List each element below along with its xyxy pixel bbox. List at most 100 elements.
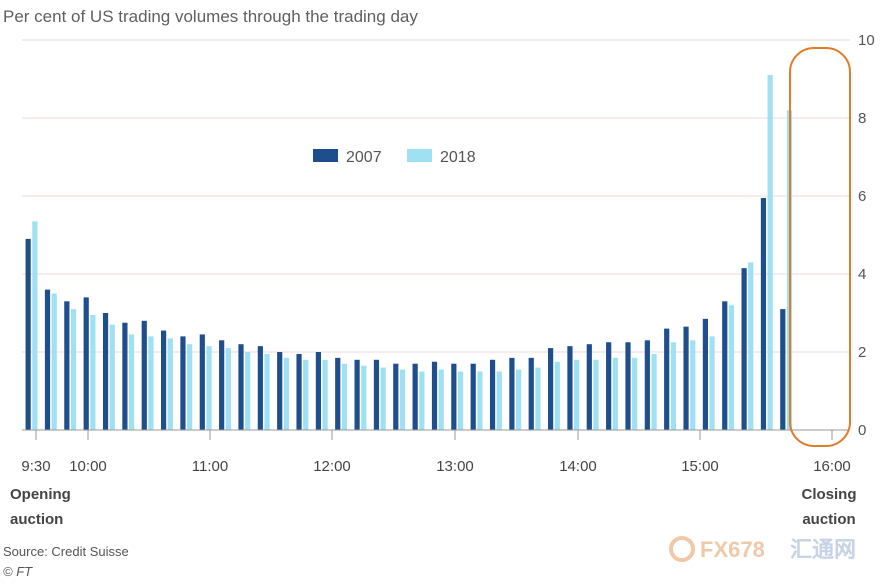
y-tick-label: 0: [858, 422, 866, 439]
bar-2018-5: [129, 334, 135, 430]
bar-2007-13: [277, 352, 283, 430]
y-tick-label: 2: [858, 344, 866, 361]
bar-2018-21: [438, 369, 444, 430]
bar-2007-12: [257, 346, 263, 430]
bar-2007-4: [102, 313, 109, 430]
bar-2007-36: [722, 301, 728, 430]
bar-2007-22: [451, 363, 457, 430]
bar-2007-1: [44, 289, 51, 430]
bar-2007-27: [548, 348, 554, 430]
legend-label-2018: 2018: [440, 149, 476, 166]
opening-annotation-line2: auction: [10, 511, 63, 528]
bar-2018-15: [322, 359, 328, 430]
bar-2018-13: [283, 357, 289, 430]
y-tick-label: 4: [858, 266, 866, 283]
bar-2018-24: [496, 371, 502, 430]
chart-title: Per cent of US trading volumes through t…: [3, 7, 418, 26]
bar-2018-38: [767, 75, 773, 430]
bar-2018-9: [206, 346, 212, 430]
x-tick-label: 13:00: [436, 458, 474, 475]
bar-2018-33: [670, 342, 676, 430]
bar-2007-38: [760, 197, 767, 430]
bar-2007-30: [606, 342, 612, 430]
bar-2007-16: [335, 357, 341, 430]
bar-2018-10: [225, 348, 231, 430]
bar-2018-11: [245, 352, 251, 430]
bar-2007-32: [644, 340, 650, 430]
bar-2018-0: [32, 221, 38, 430]
x-tick-label: 10:00: [69, 458, 107, 475]
bar-2018-6: [148, 336, 154, 430]
bar-2007-6: [141, 320, 147, 430]
bar-2018-30: [612, 357, 618, 430]
watermark-text-cn: 汇通网: [790, 537, 856, 562]
bar-2007-0: [25, 238, 31, 430]
bar-2018-4: [109, 324, 115, 430]
y-tick-label: 8: [858, 110, 866, 127]
legend: 2007 2018: [313, 149, 476, 166]
bar-2007-17: [354, 359, 360, 430]
y-tick-label: 6: [858, 188, 866, 205]
bar-2007-37: [741, 268, 747, 430]
bar-2007-8: [180, 336, 186, 430]
bar-2007-7: [161, 330, 167, 430]
legend-swatch-2018: [407, 149, 432, 162]
bar-2007-11: [238, 344, 244, 430]
bar-2018-17: [361, 365, 367, 430]
bar-2007-35: [702, 318, 708, 430]
bar-2018-7: [167, 338, 173, 430]
bar-2007-29: [586, 344, 592, 430]
bar-2018-25: [516, 369, 522, 430]
bars: [25, 75, 793, 430]
bar-2018-27: [554, 361, 560, 430]
bar-2018-20: [419, 371, 425, 430]
bar-2018-37: [748, 262, 754, 430]
bar-2018-28: [574, 359, 580, 430]
x-tick-label: 12:00: [313, 458, 351, 475]
x-axis-ticks: 9:30 10:00 11:00 12:00 13:00 14:00 15:00 16:00: [21, 430, 851, 475]
bar-2007-33: [664, 328, 670, 430]
bar-2007-18: [373, 359, 380, 430]
bar-2007-26: [528, 357, 534, 430]
legend-label-2007: 2007: [346, 149, 382, 166]
bar-2007-25: [509, 357, 515, 430]
closing-auction-highlight: [789, 47, 851, 447]
credit-note: © FT: [3, 564, 33, 579]
bar-2007-10: [219, 340, 225, 430]
bar-2007-20: [412, 363, 418, 430]
bar-2007-3: [83, 297, 89, 430]
x-tick-label: 15:00: [681, 458, 719, 475]
x-tick-label: 16:00: [813, 458, 851, 475]
bar-2007-2: [64, 301, 70, 430]
bar-2018-18: [380, 367, 386, 430]
bar-2018-35: [709, 336, 715, 430]
bar-2007-14: [296, 353, 302, 430]
bar-2007-34: [683, 326, 689, 430]
bar-2007-31: [625, 342, 631, 430]
x-tick-label: 9:30: [21, 458, 50, 475]
bar-2018-26: [535, 367, 541, 430]
bar-2007-19: [393, 363, 399, 430]
bar-2018-29: [593, 359, 599, 430]
watermark: FX678 汇通网: [669, 536, 856, 562]
y-tick-label: 10: [858, 32, 875, 49]
closing-annotation-line1: Closing: [802, 486, 857, 503]
watermark-logo-icon: [669, 536, 695, 562]
bar-2018-2: [70, 309, 77, 430]
bar-2018-23: [477, 371, 483, 430]
bar-2018-34: [690, 340, 696, 430]
bar-2007-5: [122, 322, 128, 430]
bar-2018-14: [303, 359, 309, 430]
legend-swatch-2007: [313, 149, 338, 162]
bar-2007-24: [489, 359, 496, 430]
watermark-text: FX678: [700, 537, 765, 562]
bar-2007-9: [199, 334, 205, 430]
bar-2007-23: [470, 363, 476, 430]
x-tick-label: 11:00: [192, 458, 228, 475]
closing-annotation-line2: auction: [802, 511, 855, 528]
bar-2018-1: [51, 293, 57, 430]
bar-2018-31: [632, 357, 638, 430]
bar-2007-15: [315, 352, 321, 430]
bar-2007-39: [780, 309, 786, 430]
